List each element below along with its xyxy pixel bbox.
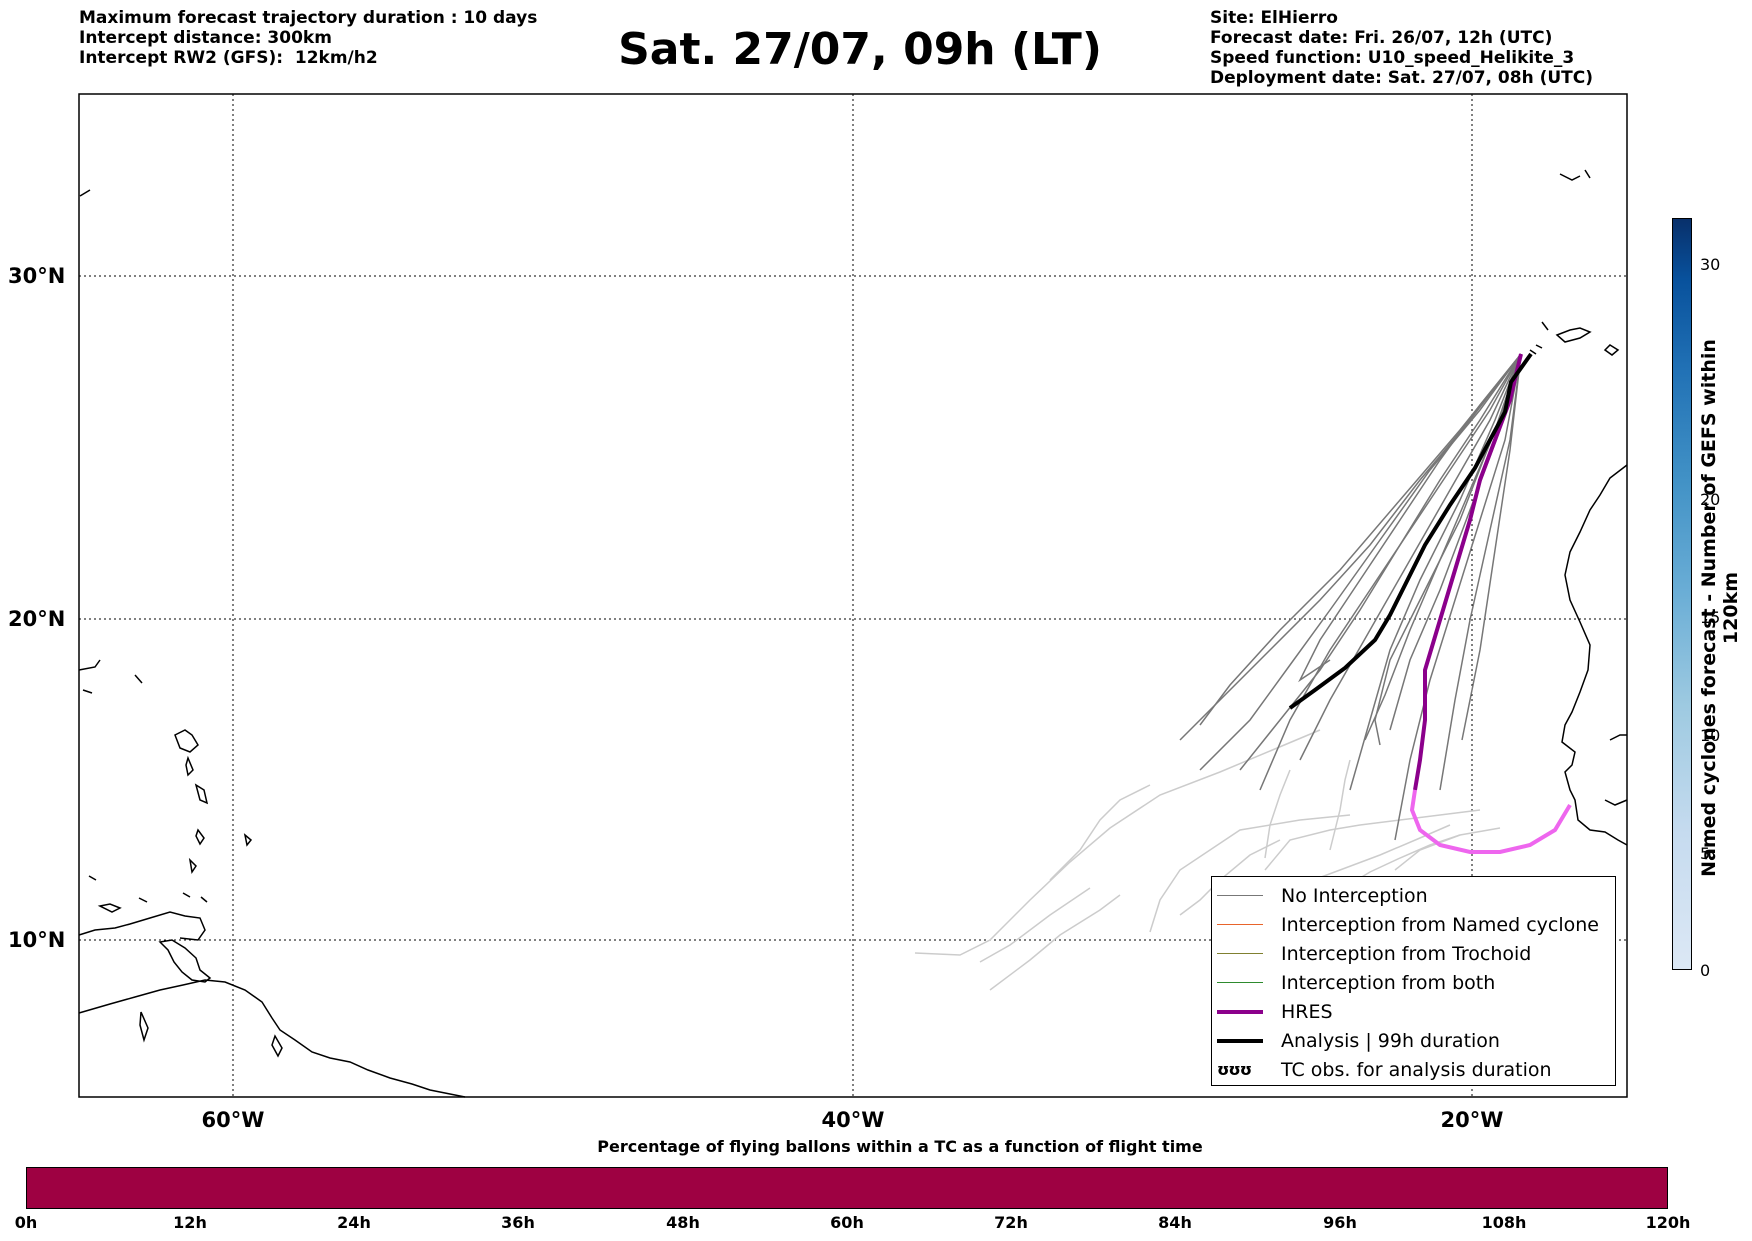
site-info-line-4: Deployment date: Sat. 27/07, 08h (UTC) <box>1210 68 1594 88</box>
cbar-h-tick-60h: 60h <box>830 1213 864 1232</box>
cbar-tick-30: 30 <box>1700 255 1721 274</box>
africa-coast <box>1561 464 1628 846</box>
cbar-h-tick-36h: 36h <box>501 1213 535 1232</box>
cbar-h-tick-48h: 48h <box>666 1213 700 1232</box>
legend-swatch <box>1217 895 1263 896</box>
legend-item-both: Interception from both <box>1212 968 1615 997</box>
cbar-h-tick-0h: 0h <box>14 1213 38 1232</box>
run-info-line-2: Intercept distance: 300km <box>79 28 332 48</box>
no-interception-trajectories <box>914 353 1522 991</box>
cyclone-count-colorbar <box>1672 218 1692 970</box>
legend-label: Interception from Trochoid <box>1281 942 1532 965</box>
legend-item-hres: HRES <box>1212 997 1615 1026</box>
legend-item-named-cyclone: Interception from Named cyclone <box>1212 910 1615 939</box>
cbar-h-tick-72h: 72h <box>994 1213 1028 1232</box>
cbar-h-tick-84h: 84h <box>1158 1213 1192 1232</box>
map-title: Sat. 27/07, 09h (LT) <box>618 24 1102 75</box>
analysis-trajectory <box>1288 352 1533 710</box>
site-info-line-3: Speed function: U10_speed_Helikite_3 <box>1210 48 1575 68</box>
flight-time-colorbar <box>26 1167 1668 1209</box>
map-legend: No Interception Interception from Named … <box>1211 876 1616 1086</box>
legend-item-no-interception: No Interception <box>1212 881 1615 910</box>
cbar-h-tick-120h: 120h <box>1645 1213 1691 1232</box>
legend-item-analysis: Analysis | 99h duration <box>1212 1026 1615 1055</box>
run-info-line-3: Intercept RW2 (GFS): 12km/h2 <box>79 48 378 68</box>
lon-label-40w: 40°W <box>821 1108 885 1132</box>
cyclone-colorbar-label: Named cyclones forecast - Number of GEFS… <box>1698 339 1742 877</box>
cbar-tick-5: 5 <box>1700 844 1711 863</box>
cbar-h-tick-12h: 12h <box>173 1213 207 1232</box>
site-info-line-1: Site: ElHierro <box>1210 8 1338 28</box>
hres-trajectory <box>1413 353 1523 791</box>
legend-label: No Interception <box>1281 884 1428 907</box>
tc-obs-symbol-icon: ʊʊʊ <box>1217 1060 1252 1079</box>
run-info-line-1: Maximum forecast trajectory duration : 1… <box>79 8 538 28</box>
legend-swatch <box>1217 1038 1263 1043</box>
coastlines <box>78 169 1628 1098</box>
cbar-h-tick-96h: 96h <box>1323 1213 1357 1232</box>
venezuela-coast <box>78 911 206 941</box>
trinidad-coast <box>158 939 212 983</box>
legend-swatch <box>1217 924 1263 925</box>
flight-time-colorbar-title: Percentage of flying ballons within a TC… <box>597 1137 1203 1156</box>
legend-label: HRES <box>1281 1000 1333 1023</box>
legend-label: TC obs. for analysis duration <box>1281 1058 1552 1081</box>
south-america-coast <box>78 979 466 1098</box>
legend-swatch <box>1217 1009 1263 1014</box>
lon-label-20w: 20°W <box>1440 1108 1504 1132</box>
cbar-h-tick-24h: 24h <box>337 1213 371 1232</box>
cbar-tick-10: 10 <box>1700 726 1721 745</box>
legend-label: Analysis | 99h duration <box>1281 1029 1500 1052</box>
lat-label-10n: 10°N <box>8 928 66 952</box>
site-info-line-2: Forecast date: Fri. 26/07, 12h (UTC) <box>1210 28 1553 48</box>
legend-swatch <box>1217 982 1263 983</box>
legend-item-tc-obs: ʊʊʊ TC obs. for analysis duration <box>1212 1055 1615 1084</box>
cbar-tick-15: 15 <box>1700 608 1721 627</box>
legend-item-trochoid: Interception from Trochoid <box>1212 939 1615 968</box>
lon-label-60w: 60°W <box>201 1108 265 1132</box>
cbar-h-tick-108h: 108h <box>1481 1213 1527 1232</box>
lat-label-30n: 30°N <box>8 264 66 288</box>
legend-swatch <box>1217 953 1263 954</box>
lat-label-20n: 20°N <box>8 607 66 631</box>
cbar-tick-0: 0 <box>1700 961 1711 980</box>
cbar-tick-20: 20 <box>1700 490 1721 509</box>
legend-label: Interception from Named cyclone <box>1281 913 1599 936</box>
legend-label: Interception from both <box>1281 971 1496 994</box>
hres-trajectory-late <box>1409 789 1572 854</box>
